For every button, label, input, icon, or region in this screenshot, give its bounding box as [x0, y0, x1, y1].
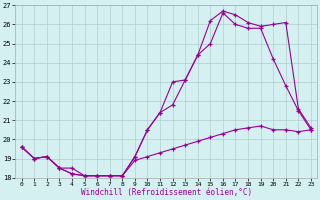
X-axis label: Windchill (Refroidissement éolien,°C): Windchill (Refroidissement éolien,°C): [81, 188, 252, 197]
